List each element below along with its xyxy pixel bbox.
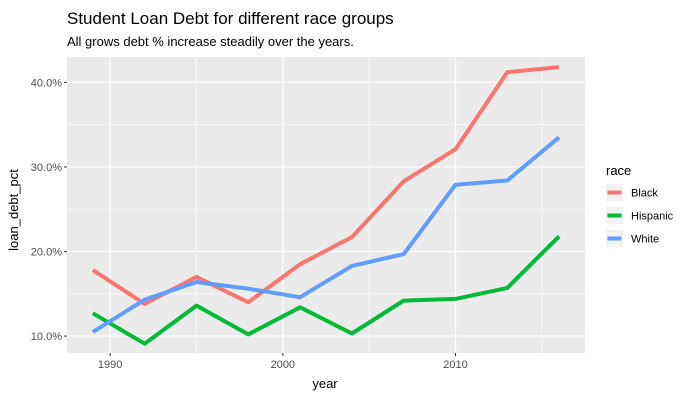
legend: race Black Hispanic White xyxy=(606,163,674,247)
chart-title: Student Loan Debt for different race gro… xyxy=(67,9,394,28)
x-axis-title: year xyxy=(312,376,338,391)
legend-label-black: Black xyxy=(631,188,658,200)
legend-title: race xyxy=(606,163,631,178)
y-tick-label: 10.0% xyxy=(31,331,62,343)
chart-subtitle: All grows debt % increase steadily over … xyxy=(67,34,354,49)
y-tick-label: 30.0% xyxy=(31,162,62,174)
legend-label-white: White xyxy=(631,234,659,246)
y-axis-title: loan_debt_pct xyxy=(6,169,21,251)
series-lines xyxy=(91,65,561,346)
y-tick-label: 20.0% xyxy=(31,247,62,259)
x-tick-label: 1990 xyxy=(98,359,122,371)
series-line-hispanic xyxy=(91,234,561,346)
x-tick-label: 2010 xyxy=(443,359,467,371)
x-tick-label: 2000 xyxy=(271,359,295,371)
plot-panel xyxy=(67,57,585,353)
x-axis: 1990 2000 2010 xyxy=(98,353,468,371)
minor-gridlines xyxy=(67,57,585,353)
legend-label-hispanic: Hispanic xyxy=(631,211,674,223)
series-line-white xyxy=(91,135,561,334)
y-tick-label: 40.0% xyxy=(31,77,62,89)
y-axis: 10.0% 20.0% 30.0% 40.0% xyxy=(31,77,67,343)
